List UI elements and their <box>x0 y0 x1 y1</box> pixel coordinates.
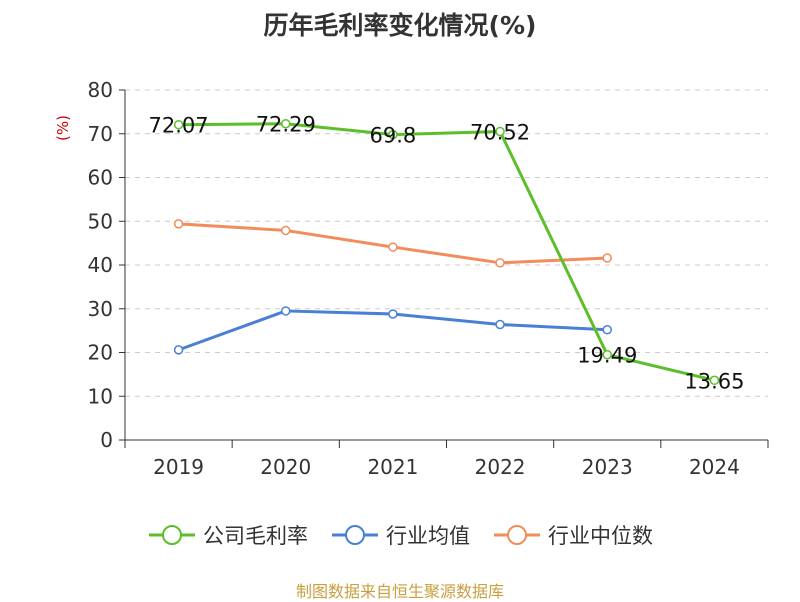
series-1 <box>173 306 612 355</box>
series-2 <box>173 219 612 268</box>
data-point <box>281 225 291 236</box>
data-point <box>388 129 398 140</box>
x-tick-label: 2022 <box>475 455 526 479</box>
data-label: 13.65 <box>684 369 744 393</box>
legend-item[interactable]: 行业均值 <box>330 520 470 550</box>
grid-lines <box>125 89 768 397</box>
y-tick-label: 80 <box>88 78 113 102</box>
x-tick-label: 2023 <box>582 455 633 479</box>
legend-swatch-icon <box>149 525 195 545</box>
legend: 公司毛利率 行业均值 行业中位数 <box>0 520 800 550</box>
series-line <box>178 122 715 382</box>
legend-swatch-icon <box>494 525 540 545</box>
data-label: 19.49 <box>577 344 637 368</box>
data-point <box>281 306 291 316</box>
data-label: 72.07 <box>149 114 209 138</box>
series-0 <box>173 118 720 386</box>
y-tick-label: 70 <box>88 122 113 146</box>
data-point <box>495 126 505 137</box>
data-point <box>709 375 720 386</box>
data-point <box>495 258 505 268</box>
y-tick-label: 40 <box>88 253 113 277</box>
x-tick-label: 2021 <box>367 455 418 479</box>
series-lines <box>173 118 720 386</box>
axes: 0 10 20 30 40 50 60 70 80 2019 2020 2021 2022 2023 202… <box>88 78 769 479</box>
legend-label: 公司毛利率 <box>203 524 308 548</box>
data-label: 72.29 <box>256 113 316 137</box>
data-label: 69.8 <box>370 124 417 148</box>
legend-item[interactable]: 公司毛利率 <box>147 520 308 550</box>
legend-label: 行业均值 <box>386 524 470 548</box>
data-point <box>388 242 398 252</box>
data-point <box>602 325 612 335</box>
data-label: 70.52 <box>470 120 530 144</box>
y-tick-label: 0 <box>100 428 113 452</box>
data-point <box>281 118 291 129</box>
x-tick-label: 2020 <box>260 455 311 479</box>
data-point <box>602 253 612 263</box>
legend-swatch-icon <box>332 525 378 545</box>
data-point <box>602 349 612 360</box>
data-point <box>388 309 398 319</box>
y-tick-label: 20 <box>88 341 113 365</box>
chart-title: 历年毛利率变化情况(%) <box>263 11 537 40</box>
y-axis-label: (%) <box>54 115 72 141</box>
y-tick-label: 60 <box>88 166 113 190</box>
source-note: 制图数据来自恒生聚源数据库 <box>295 582 504 601</box>
legend-item[interactable]: 行业中位数 <box>492 520 653 550</box>
y-tick-label: 10 <box>88 384 113 408</box>
data-point <box>173 119 184 130</box>
data-point <box>173 345 184 355</box>
data-point <box>495 319 505 330</box>
y-tick-label: 50 <box>88 209 113 233</box>
y-tick-label: 30 <box>88 297 113 321</box>
x-tick-label: 2019 <box>153 455 204 479</box>
x-tick-label: 2024 <box>689 455 740 479</box>
data-labels: 72.07 72.29 69.8 70.52 19.49 13.65 <box>149 113 745 394</box>
data-point <box>173 219 184 229</box>
legend-label: 行业中位数 <box>548 524 653 548</box>
